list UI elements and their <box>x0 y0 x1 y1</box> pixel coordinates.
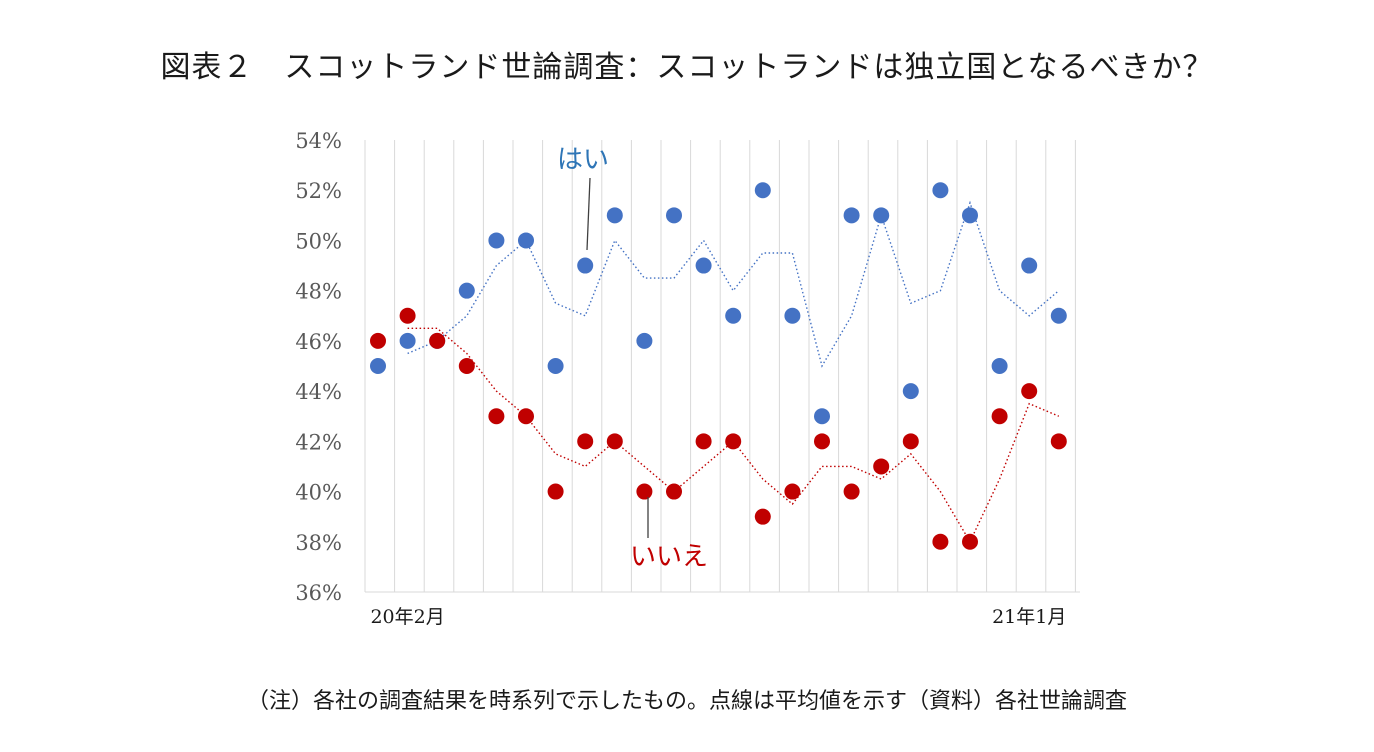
data-point-no <box>932 533 949 550</box>
data-point-yes <box>547 358 564 374</box>
data-point-no <box>784 483 801 500</box>
y-tick-label: 44% <box>295 380 342 404</box>
data-point-no <box>1021 383 1038 400</box>
data-point-no <box>695 433 712 450</box>
average-lines <box>407 200 1060 544</box>
y-tick-label: 36% <box>295 581 342 605</box>
data-point-no <box>547 483 564 500</box>
y-tick-label: 38% <box>295 531 342 555</box>
data-point-no <box>1050 433 1067 450</box>
y-tick-label: 54% <box>295 129 342 153</box>
average-line-yes <box>407 200 1060 368</box>
data-point-no <box>873 458 890 475</box>
data-point-yes <box>488 232 505 249</box>
data-point-yes <box>932 182 949 199</box>
y-tick-label: 40% <box>295 481 342 505</box>
data-point-no <box>962 533 978 550</box>
data-point-yes <box>518 232 534 249</box>
data-point-yes <box>695 257 712 274</box>
y-tick-label: 50% <box>295 229 342 253</box>
data-point-yes <box>370 358 386 374</box>
data-point-yes <box>666 207 682 224</box>
data-point-yes <box>1050 307 1067 324</box>
data-point-yes <box>902 383 919 400</box>
data-point-no <box>902 433 919 450</box>
footnote: （注）各社の調査結果を時系列で示したもの。点線は平均値を示す（資料）各社世論調査 <box>246 689 1127 714</box>
data-point-no <box>370 332 386 349</box>
data-point-no <box>399 307 416 324</box>
data-point-yes <box>399 332 416 349</box>
x-axis: 20年2月 21年1月 <box>365 591 1080 628</box>
y-tick-label: 46% <box>295 330 342 354</box>
data-point-yes <box>962 207 978 224</box>
data-point-no <box>991 408 1008 425</box>
data-point-yes <box>636 332 653 349</box>
data-point-no <box>518 408 534 425</box>
data-point-yes <box>458 282 475 299</box>
x-tick-label: 21年1月 <box>992 606 1066 628</box>
data-point-no <box>754 508 771 525</box>
data-point-no <box>814 433 830 450</box>
data-point-yes <box>577 257 594 274</box>
data-point-no <box>636 483 653 500</box>
data-point-no <box>843 483 860 500</box>
data-point-yes <box>814 408 830 425</box>
series-label-yes: はい <box>557 145 609 175</box>
data-point-yes <box>754 182 771 199</box>
y-tick-label: 52% <box>295 179 342 203</box>
grid-lines <box>364 140 1076 592</box>
data-point-no <box>666 483 682 500</box>
data-point-yes <box>725 307 742 324</box>
data-point-no <box>458 358 475 374</box>
data-point-no <box>488 408 505 425</box>
chart-title: 図表２ スコットランド世論調査：スコットランドは独立国となるべきか？ <box>160 50 1214 85</box>
data-point-no <box>577 433 594 450</box>
data-points <box>370 182 1067 550</box>
data-point-yes <box>784 307 801 324</box>
x-tick-label: 20年2月 <box>370 606 444 628</box>
series-label-yes-leader <box>586 177 591 251</box>
data-point-yes <box>1021 257 1038 274</box>
y-axis: 36% 38% 40% 42% 44% 46% 48% 50% 52% 54% <box>295 129 342 605</box>
y-tick-label: 48% <box>295 280 342 304</box>
series-label-no: いいえ <box>630 542 708 572</box>
y-tick-label: 42% <box>295 430 342 454</box>
data-point-no <box>429 332 446 349</box>
data-point-yes <box>843 207 860 224</box>
data-point-no <box>725 433 742 450</box>
data-point-no <box>606 433 623 450</box>
data-point-yes <box>991 358 1008 374</box>
data-point-yes <box>873 207 890 224</box>
series-labels: はい いいえ <box>557 145 708 572</box>
data-point-yes <box>606 207 623 224</box>
